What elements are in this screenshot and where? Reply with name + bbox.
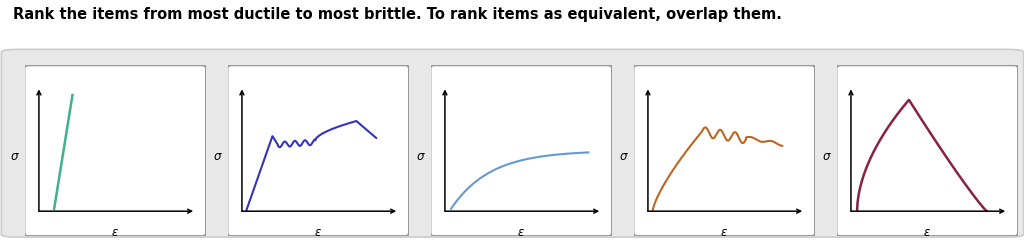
- FancyBboxPatch shape: [227, 65, 409, 236]
- Text: σ: σ: [214, 150, 221, 163]
- FancyBboxPatch shape: [837, 65, 1018, 236]
- FancyBboxPatch shape: [227, 65, 409, 236]
- FancyBboxPatch shape: [634, 65, 815, 236]
- FancyBboxPatch shape: [837, 65, 1018, 236]
- Text: σ: σ: [822, 150, 830, 163]
- FancyBboxPatch shape: [430, 65, 612, 236]
- FancyBboxPatch shape: [1, 49, 1024, 237]
- Text: ε: ε: [315, 226, 322, 240]
- FancyBboxPatch shape: [634, 65, 815, 236]
- Text: ε: ε: [924, 226, 931, 240]
- FancyBboxPatch shape: [634, 65, 815, 236]
- Text: ε: ε: [112, 226, 119, 240]
- Text: ε: ε: [721, 226, 727, 240]
- FancyBboxPatch shape: [227, 65, 409, 236]
- FancyBboxPatch shape: [25, 65, 206, 236]
- Text: σ: σ: [620, 150, 628, 163]
- FancyBboxPatch shape: [837, 65, 1018, 236]
- FancyBboxPatch shape: [25, 65, 206, 236]
- Text: σ: σ: [10, 150, 18, 163]
- Text: ε: ε: [518, 226, 524, 240]
- FancyBboxPatch shape: [430, 65, 612, 236]
- Text: σ: σ: [417, 150, 424, 163]
- FancyBboxPatch shape: [25, 65, 206, 236]
- Text: Rank the items from most ductile to most brittle. To rank items as equivalent, o: Rank the items from most ductile to most…: [13, 7, 782, 22]
- FancyBboxPatch shape: [430, 65, 612, 236]
